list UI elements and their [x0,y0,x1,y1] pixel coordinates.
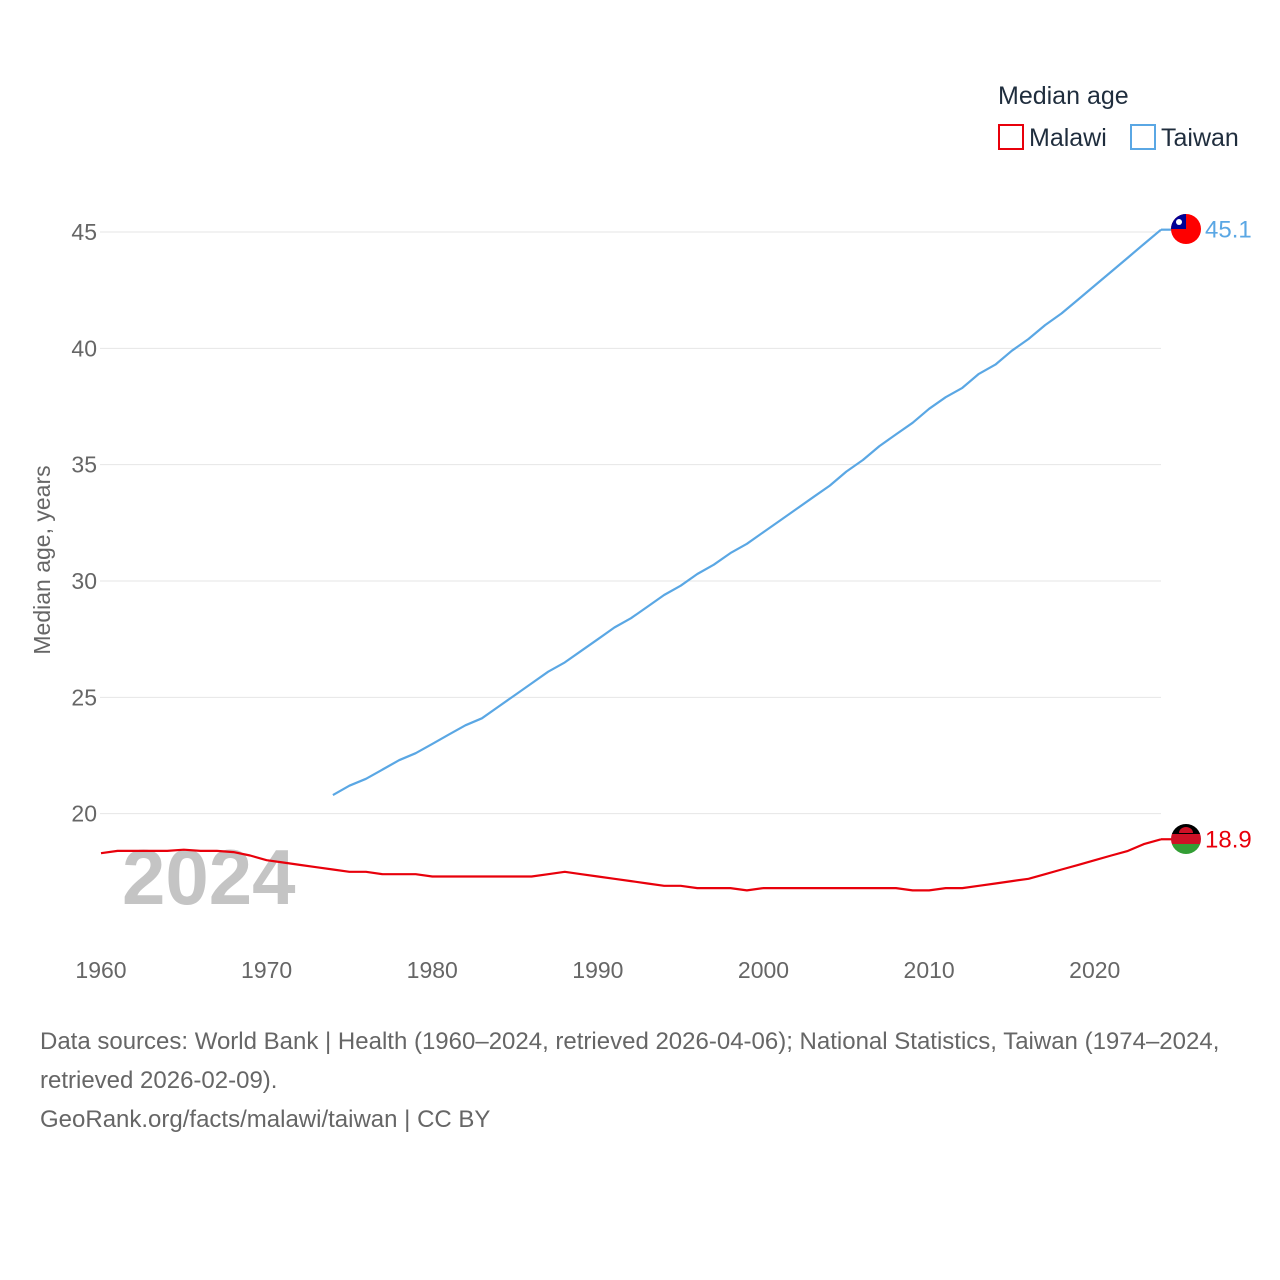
series-lines [100,228,1172,892]
x-tick-1980: 1980 [407,957,458,983]
x-tick-1970: 1970 [241,957,292,983]
gridlines [100,231,1161,815]
end-label-malawi: 18.9 [1205,826,1252,853]
y-tick-35: 35 [71,452,97,478]
legend-swatch-malawi[interactable] [998,124,1024,150]
malawi-flag-icon [1171,824,1201,854]
x-tick-2010: 2010 [904,957,955,983]
legend-label-malawi[interactable]: Malawi [1029,124,1107,152]
legend-title: Median age [998,82,1129,110]
y-tick-45: 45 [71,219,97,245]
y-tick-30: 30 [71,568,97,594]
y-axis-ticks: 20 25 30 35 40 45 [71,219,97,827]
x-tick-2000: 2000 [738,957,789,983]
taiwan-flag-icon [1171,214,1201,244]
series-line-taiwan[interactable] [332,228,1162,797]
legend: Median age Malawi Taiwan [998,82,1239,152]
y-tick-25: 25 [71,684,97,710]
y-tick-40: 40 [71,335,97,361]
end-label-taiwan: 45.1 [1205,217,1252,244]
legend-swatch-taiwan[interactable] [1130,124,1156,150]
y-tick-20: 20 [71,801,97,827]
data-source-note: Data sources: World Bank | Health (1960–… [40,1022,1250,1139]
attribution-link[interactable]: GeoRank.org/facts/malawi/taiwan | CC BY [40,1106,491,1133]
x-tick-2020: 2020 [1069,957,1120,983]
median-age-chart: Median age Malawi Taiwan 20 25 30 35 40 45 19… [29,82,1252,983]
year-overlay: 2024 [122,833,296,921]
x-tick-1990: 1990 [572,957,623,983]
series-line-malawi[interactable] [100,838,1162,892]
y-axis-title: Median age, years [29,465,55,654]
end-labels: 18.9 45.1 [1205,217,1252,854]
x-axis-ticks: 1960 1970 1980 1990 2000 2010 2020 [75,957,1120,983]
legend-label-taiwan[interactable]: Taiwan [1161,124,1239,152]
source-text: Data sources: World Bank | Health (1960–… [40,1028,1220,1094]
x-tick-1960: 1960 [75,957,126,983]
